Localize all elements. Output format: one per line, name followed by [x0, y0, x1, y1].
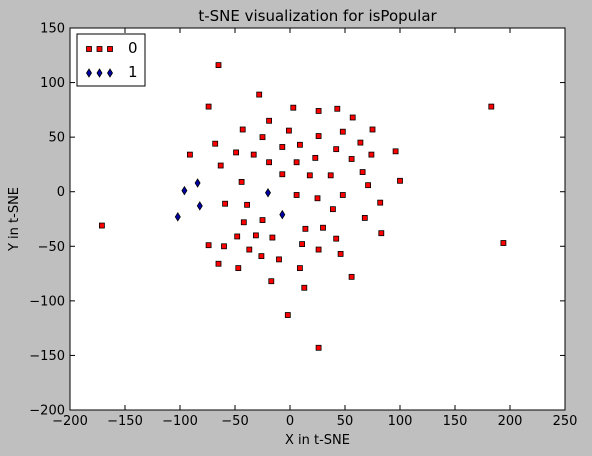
data-point-series-0	[350, 115, 355, 120]
x-tick-label: 150	[443, 414, 468, 429]
data-point-series-0	[222, 244, 227, 249]
data-point-series-0	[267, 118, 272, 123]
data-point-series-0	[369, 152, 374, 157]
data-point-series-0	[378, 200, 383, 205]
y-tick-label: 50	[48, 131, 65, 146]
data-point-series-0	[307, 173, 312, 178]
legend-marker-0	[87, 47, 92, 52]
data-point-series-0	[501, 241, 506, 246]
data-point-series-0	[247, 247, 252, 252]
x-tick-label: −100	[162, 414, 198, 429]
data-point-series-0	[297, 266, 302, 271]
x-tick-label: 0	[286, 414, 294, 429]
x-tick-label: 200	[498, 414, 523, 429]
data-point-series-0	[206, 104, 211, 109]
data-point-series-0	[393, 149, 398, 154]
data-point-series-0	[489, 104, 494, 109]
data-point-series-0	[270, 235, 275, 240]
data-point-series-0	[315, 196, 320, 201]
data-point-series-0	[235, 234, 240, 239]
data-point-series-0	[313, 155, 318, 160]
x-tick-label: 100	[388, 414, 413, 429]
data-point-series-0	[187, 152, 192, 157]
data-point-series-0	[294, 192, 299, 197]
data-point-series-0	[303, 226, 308, 231]
data-point-series-0	[349, 156, 354, 161]
chart-title: t-SNE visualization for isPopular	[198, 7, 437, 25]
data-point-series-0	[269, 279, 274, 284]
data-point-series-0	[253, 233, 258, 238]
data-point-series-0	[236, 266, 241, 271]
x-tick-label: 50	[337, 414, 354, 429]
data-point-series-0	[285, 313, 290, 318]
legend-marker-0	[108, 47, 113, 52]
data-point-series-0	[280, 144, 285, 149]
x-tick-label: −150	[107, 414, 143, 429]
data-point-series-0	[206, 243, 211, 248]
data-point-series-0	[340, 129, 345, 134]
data-point-series-0	[360, 170, 365, 175]
data-point-series-0	[260, 218, 265, 223]
data-point-series-0	[280, 172, 285, 177]
data-point-series-0	[398, 178, 403, 183]
data-point-series-0	[349, 274, 354, 279]
data-point-series-0	[300, 242, 305, 247]
data-point-series-0	[216, 63, 221, 68]
data-point-series-0	[245, 202, 250, 207]
data-point-series-0	[338, 251, 343, 256]
data-point-series-0	[316, 134, 321, 139]
data-point-series-0	[321, 225, 326, 230]
data-point-series-0	[316, 345, 321, 350]
data-point-series-0	[277, 257, 282, 262]
y-tick-label: −100	[29, 294, 65, 309]
data-point-series-0	[334, 147, 339, 152]
y-tick-label: 150	[40, 22, 65, 37]
legend-label-1: 1	[128, 63, 138, 81]
data-point-series-0	[362, 215, 367, 220]
data-point-series-0	[330, 207, 335, 212]
data-point-series-0	[379, 231, 384, 236]
x-tick-label: −50	[221, 414, 248, 429]
x-axis-label: X in t-SNE	[285, 433, 350, 448]
data-point-series-0	[234, 150, 239, 155]
data-point-series-0	[213, 141, 218, 146]
legend-label-0: 0	[128, 39, 138, 57]
legend-marker-0	[97, 47, 102, 52]
data-point-series-0	[286, 128, 291, 133]
data-point-series-0	[259, 254, 264, 259]
data-point-series-0	[223, 201, 228, 206]
data-point-series-0	[239, 179, 244, 184]
data-point-series-0	[335, 106, 340, 111]
data-point-series-0	[257, 92, 262, 97]
data-point-series-0	[294, 160, 299, 165]
data-point-series-0	[251, 152, 256, 157]
y-tick-label: −150	[29, 349, 65, 364]
data-point-series-0	[297, 142, 302, 147]
data-point-series-0	[241, 220, 246, 225]
data-point-series-0	[216, 261, 221, 266]
data-point-series-0	[316, 108, 321, 113]
y-tick-label: −200	[29, 404, 65, 419]
data-point-series-0	[291, 105, 296, 110]
legend: 0 1	[77, 34, 145, 86]
data-point-series-0	[99, 223, 104, 228]
data-point-series-0	[302, 285, 307, 290]
data-point-series-0	[366, 183, 371, 188]
data-point-series-0	[316, 247, 321, 252]
data-point-series-0	[328, 173, 333, 178]
data-point-series-0	[218, 163, 223, 168]
data-point-series-0	[340, 192, 345, 197]
y-tick-label: −50	[38, 240, 65, 255]
data-point-series-0	[260, 135, 265, 140]
x-tick-label: 250	[553, 414, 578, 429]
data-point-series-0	[370, 127, 375, 132]
data-point-series-0	[334, 236, 339, 241]
data-point-series-0	[267, 160, 272, 165]
y-axis-label: Y in t-SNE	[7, 187, 22, 252]
y-tick-label: 100	[40, 76, 65, 91]
data-point-series-0	[358, 140, 363, 145]
data-point-series-0	[240, 127, 245, 132]
y-tick-label: 0	[57, 185, 65, 200]
